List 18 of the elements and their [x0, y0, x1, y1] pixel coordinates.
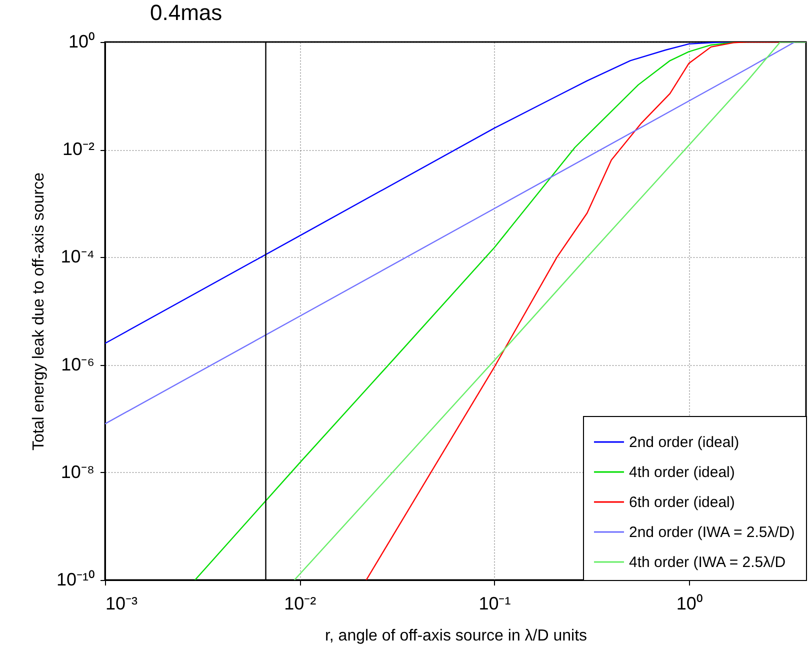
y-tick-label: 10⁻⁴: [60, 246, 94, 267]
legend-label: 4th order (IWA = 2.5λ/D: [629, 554, 786, 571]
y-tick-label: 10⁰: [68, 32, 94, 52]
x-tick-label: 10⁰: [676, 594, 702, 614]
legend-label: 2nd order (IWA = 2.5λ/D): [629, 524, 795, 541]
y-axis-title: Total energy leak due to off-axis source: [30, 172, 48, 451]
y-tick-label: 10⁻²: [62, 139, 95, 160]
legend-label: 2nd order (ideal): [629, 434, 740, 451]
y-tick-label: 10⁻⁶: [61, 354, 94, 374]
x-tick-label: 10⁻¹: [478, 594, 511, 614]
x-tick-label: 10⁻³: [106, 594, 138, 614]
y-tick-label: 10⁻¹⁰: [56, 570, 94, 590]
legend-label: 6th order (ideal): [629, 494, 735, 511]
x-tick-label: 10⁻²: [284, 594, 316, 614]
legend-label: 4th order (ideal): [629, 464, 735, 481]
x-axis-title: r, angle of off-axis source in λ/D units: [324, 628, 588, 644]
chart-title: 0.4mas: [150, 0, 222, 25]
y-tick-label: 10⁻⁸: [60, 462, 94, 482]
